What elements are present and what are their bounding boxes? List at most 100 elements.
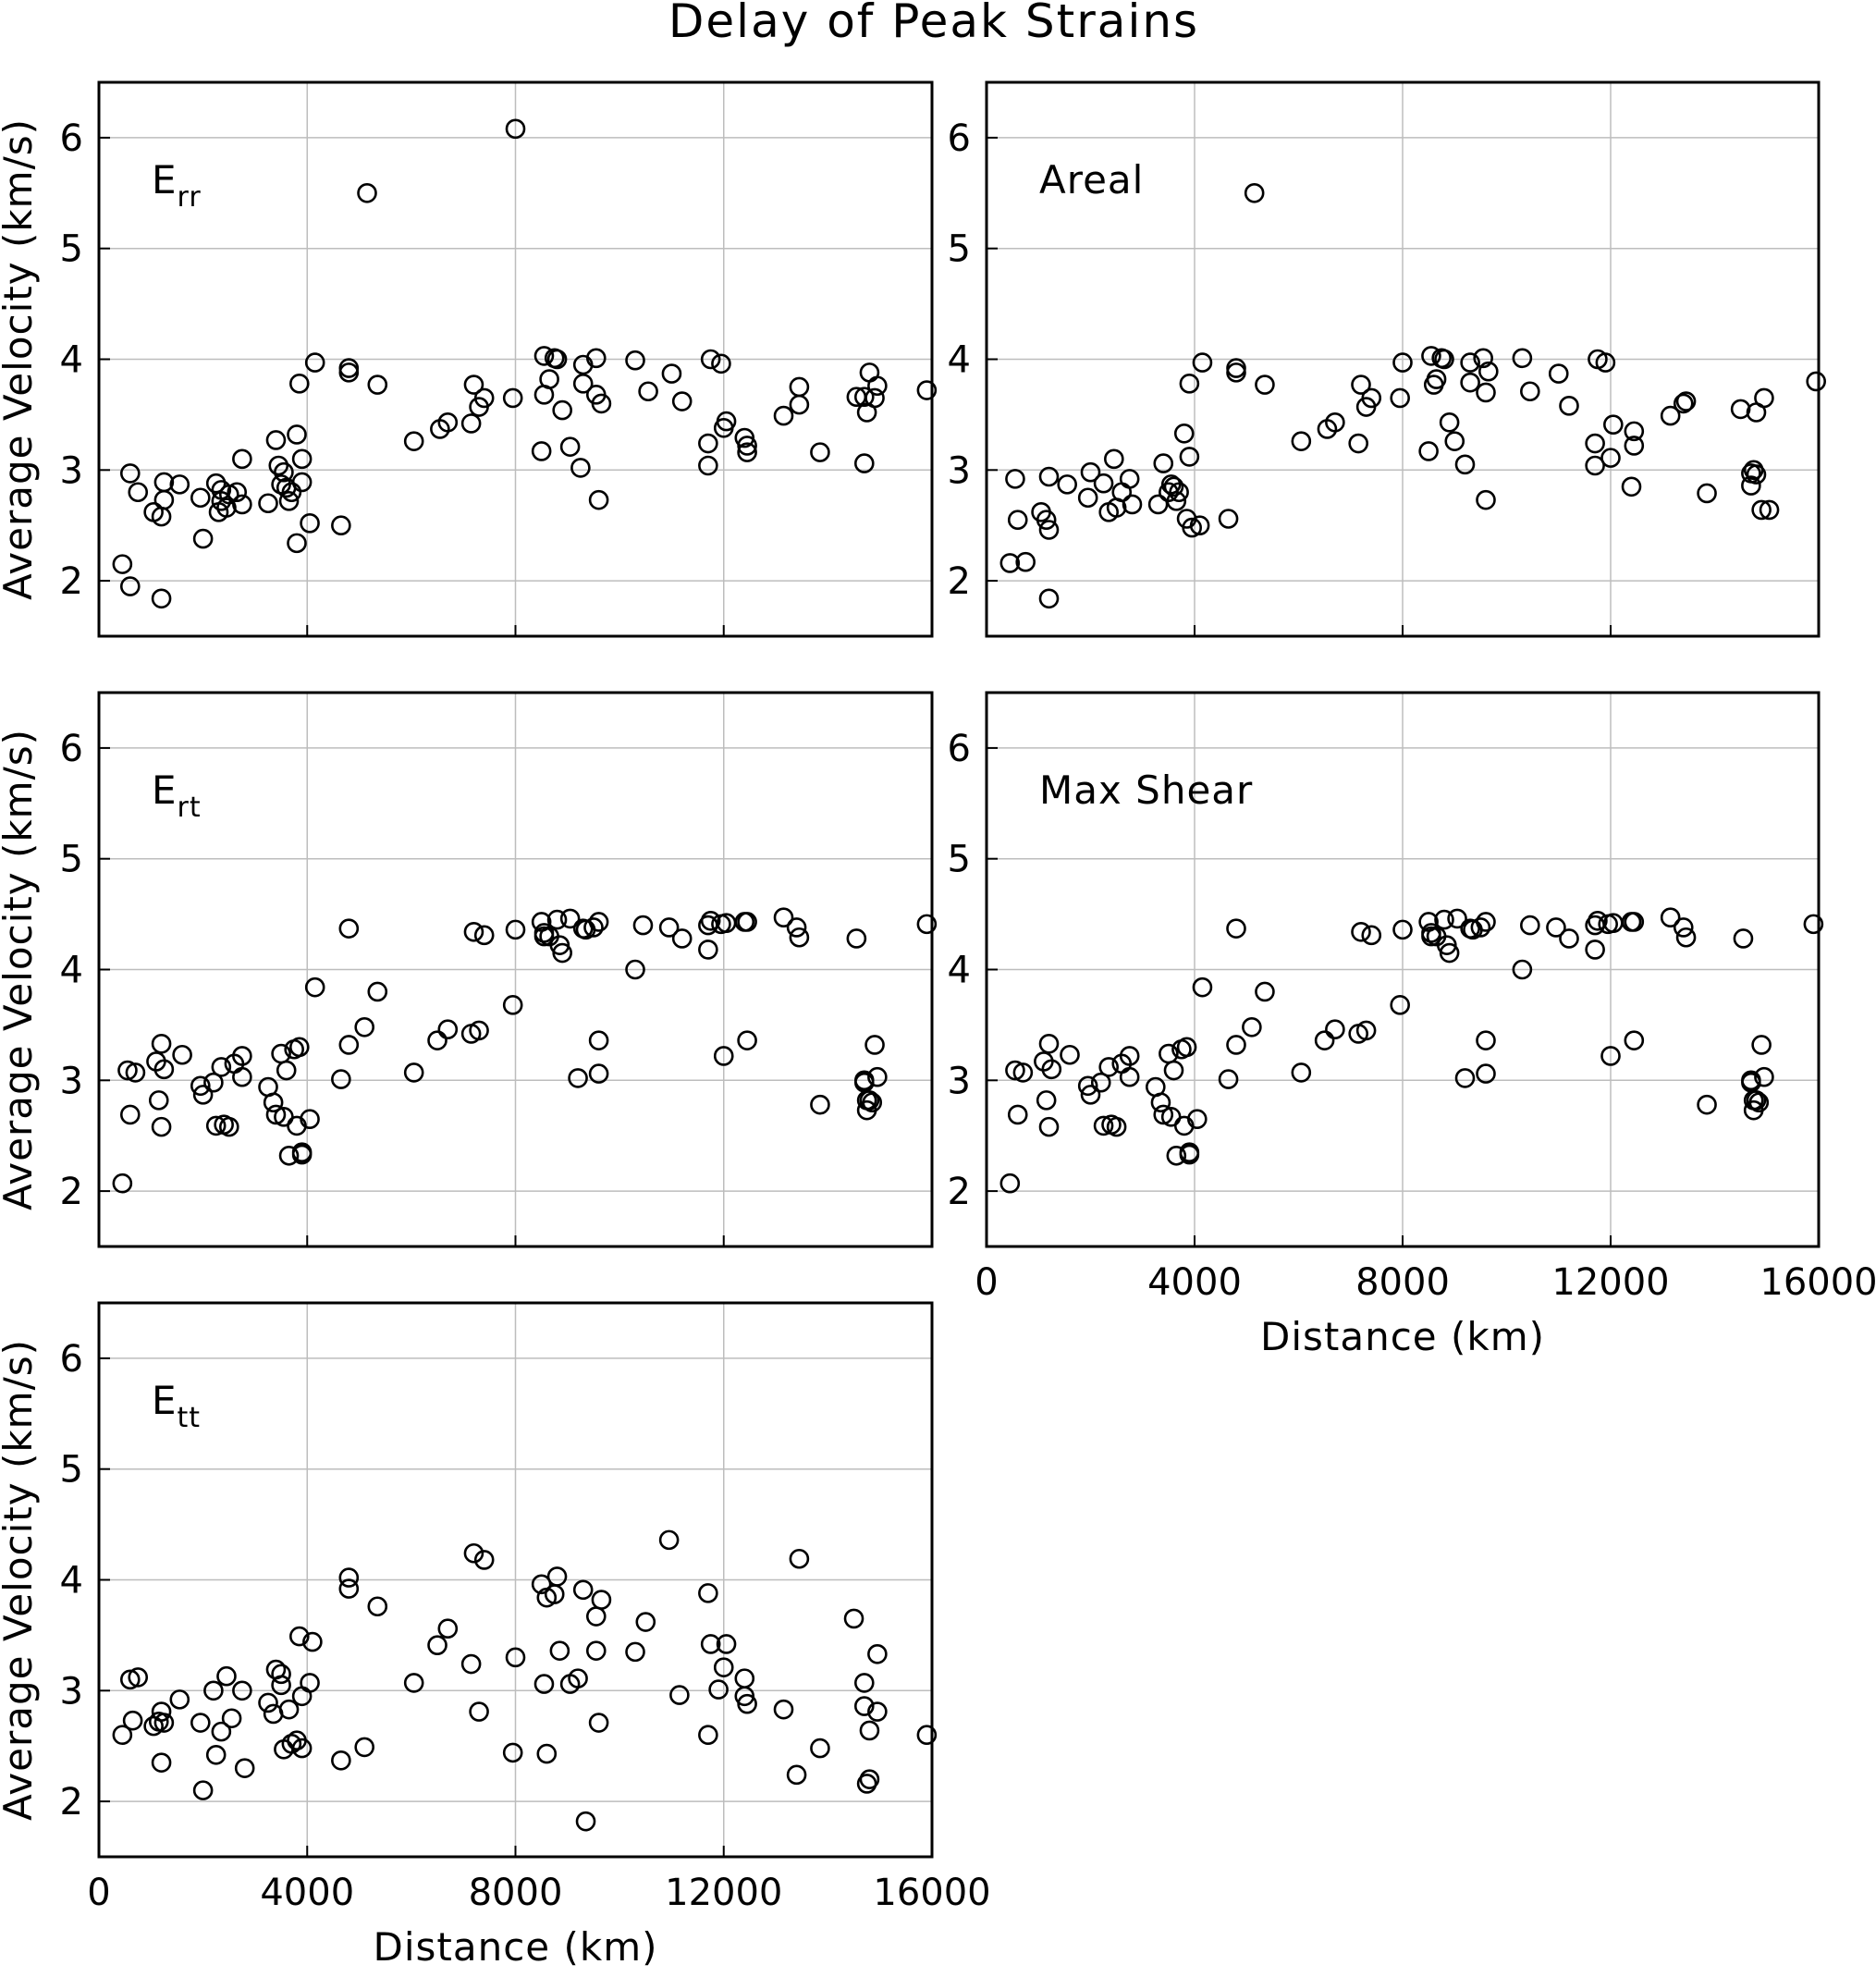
data-point xyxy=(533,346,555,366)
data-point xyxy=(625,1641,645,1663)
data-point xyxy=(1179,374,1200,394)
data-point xyxy=(638,381,658,402)
data-point xyxy=(1351,921,1371,942)
data-point xyxy=(1748,1092,1770,1113)
data-point xyxy=(291,1738,313,1759)
data-point xyxy=(304,976,325,998)
data-point xyxy=(1218,1069,1239,1089)
data-point xyxy=(539,369,559,389)
data-point xyxy=(276,1060,297,1081)
data-point xyxy=(1585,455,1605,476)
data-point xyxy=(570,458,591,478)
data-point xyxy=(281,482,302,503)
data-point xyxy=(1080,461,1101,483)
data-point xyxy=(125,1062,146,1083)
data-point xyxy=(1187,1109,1208,1130)
data-point xyxy=(853,1696,875,1716)
data-point xyxy=(437,1618,459,1639)
data-point xyxy=(151,1701,172,1722)
data-point xyxy=(463,1542,484,1564)
data-point xyxy=(190,1075,211,1097)
data-point xyxy=(300,1673,320,1693)
data-point xyxy=(221,1708,242,1729)
y-tick-label: 5 xyxy=(60,1449,83,1492)
data-point xyxy=(698,1725,718,1746)
data-point xyxy=(122,1710,143,1731)
data-point xyxy=(1255,981,1275,1002)
data-point xyxy=(700,349,721,370)
panel-label: Max Shear xyxy=(1039,767,1253,813)
x-tick-label: 0 xyxy=(87,1872,110,1914)
y-tick-label: 3 xyxy=(60,1670,83,1713)
data-point xyxy=(505,118,526,140)
data-point xyxy=(533,1674,555,1694)
panel-5: 0 4000 8000 12000 16000 2 3 4 5 6 Ett Average Veloc… xyxy=(0,1301,991,1970)
data-point xyxy=(227,482,248,503)
data-point xyxy=(232,494,252,515)
x-tick-label: 12000 xyxy=(665,1872,782,1914)
data-point xyxy=(287,533,307,554)
data-point xyxy=(205,1115,227,1136)
data-point xyxy=(1119,1066,1140,1087)
y-tick-label: 2 xyxy=(948,560,971,603)
data-point xyxy=(463,921,484,942)
x-tick-label: 0 xyxy=(975,1261,998,1304)
data-point xyxy=(232,1680,252,1701)
data-point xyxy=(1226,918,1246,939)
data-point xyxy=(304,352,325,373)
data-point xyxy=(1476,912,1496,932)
data-point xyxy=(1291,1062,1312,1083)
data-point xyxy=(700,910,721,931)
data-point xyxy=(1603,414,1624,435)
data-point xyxy=(218,484,239,505)
data-point xyxy=(268,455,289,476)
data-point xyxy=(1559,928,1579,949)
data-point xyxy=(289,1626,310,1647)
data-point xyxy=(737,436,757,456)
data-point xyxy=(1226,358,1246,378)
data-point xyxy=(302,1631,323,1652)
data-point xyxy=(1660,405,1681,426)
data-point xyxy=(331,515,351,536)
data-point xyxy=(1005,469,1025,489)
data-point xyxy=(1746,1090,1767,1111)
data-point xyxy=(367,1596,388,1617)
data-point xyxy=(505,1647,526,1668)
data-point xyxy=(591,1590,612,1610)
data-point xyxy=(1751,1035,1772,1055)
data-point xyxy=(112,1173,133,1194)
data-point xyxy=(1104,448,1124,470)
data-point xyxy=(588,489,609,510)
data-point xyxy=(278,1145,300,1166)
data-point xyxy=(502,995,523,1015)
y-tick-label: 2 xyxy=(948,1171,971,1213)
data-point xyxy=(172,1044,192,1065)
panel-4: 0 4000 8000 12000 16000 2 3 4 5 6 Max Shear Distanc… xyxy=(948,691,1876,1359)
data-point xyxy=(1173,423,1195,444)
data-point xyxy=(291,1142,313,1162)
data-point xyxy=(1163,476,1184,497)
data-point xyxy=(153,1059,175,1080)
data-point xyxy=(338,918,360,939)
data-point xyxy=(367,981,388,1002)
data-point xyxy=(1673,393,1694,414)
data-point xyxy=(773,405,794,426)
data-point xyxy=(1176,1037,1197,1058)
data-point xyxy=(1179,1142,1200,1162)
data-point xyxy=(469,1020,489,1041)
data-point xyxy=(864,1035,885,1055)
data-point xyxy=(1454,454,1476,475)
data-point xyxy=(1291,431,1312,451)
data-point xyxy=(552,399,572,421)
data-point xyxy=(1426,369,1447,389)
data-point xyxy=(1244,183,1265,203)
x-tick-label: 16000 xyxy=(873,1872,990,1914)
data-point xyxy=(773,907,794,927)
data-point xyxy=(1007,1104,1028,1125)
data-point xyxy=(153,472,175,493)
data-point xyxy=(287,424,307,445)
data-point xyxy=(338,358,360,378)
y-tick-label: 6 xyxy=(948,117,971,160)
y-tick-label: 2 xyxy=(60,560,83,603)
data-point xyxy=(1192,976,1213,998)
